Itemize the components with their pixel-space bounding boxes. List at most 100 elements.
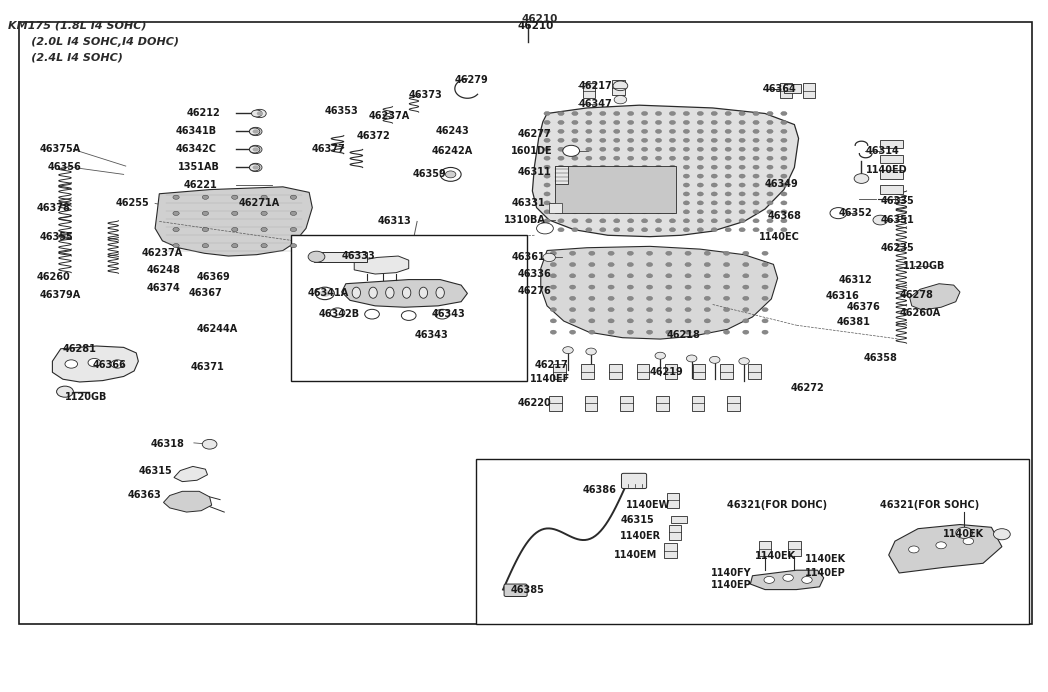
Circle shape bbox=[670, 165, 676, 170]
Circle shape bbox=[739, 147, 745, 152]
Bar bbox=[612, 80, 625, 95]
Circle shape bbox=[613, 156, 619, 161]
Circle shape bbox=[572, 156, 578, 161]
Circle shape bbox=[655, 111, 661, 116]
Circle shape bbox=[752, 129, 759, 134]
Circle shape bbox=[781, 147, 787, 152]
Circle shape bbox=[628, 174, 634, 178]
Circle shape bbox=[628, 120, 634, 125]
Circle shape bbox=[665, 307, 672, 311]
Circle shape bbox=[249, 128, 260, 135]
Circle shape bbox=[586, 210, 592, 214]
Text: 1140EK: 1140EK bbox=[943, 529, 984, 539]
Circle shape bbox=[739, 138, 745, 143]
Bar bbox=[895, 197, 899, 202]
Text: 46244A: 46244A bbox=[197, 325, 238, 334]
Bar bbox=[549, 396, 562, 411]
Text: 46311: 46311 bbox=[518, 167, 551, 176]
Circle shape bbox=[723, 296, 729, 300]
Circle shape bbox=[613, 210, 619, 214]
Ellipse shape bbox=[436, 287, 444, 298]
Circle shape bbox=[249, 164, 260, 171]
Circle shape bbox=[537, 223, 553, 234]
Circle shape bbox=[627, 330, 633, 334]
Circle shape bbox=[613, 111, 619, 116]
Text: 46219: 46219 bbox=[650, 367, 683, 377]
Text: 46217: 46217 bbox=[534, 361, 568, 370]
Text: (2.4L I4 SOHC): (2.4L I4 SOHC) bbox=[8, 53, 124, 62]
Circle shape bbox=[440, 167, 461, 181]
Text: 46342C: 46342C bbox=[176, 145, 217, 154]
Circle shape bbox=[655, 201, 661, 205]
Circle shape bbox=[781, 201, 787, 205]
Polygon shape bbox=[342, 280, 467, 307]
Bar bbox=[671, 516, 687, 523]
Bar bbox=[788, 541, 801, 556]
Text: 46260A: 46260A bbox=[899, 308, 940, 318]
Text: 1140EP: 1140EP bbox=[711, 581, 751, 590]
Circle shape bbox=[704, 307, 711, 311]
Circle shape bbox=[767, 192, 773, 196]
Circle shape bbox=[365, 309, 379, 319]
FancyBboxPatch shape bbox=[621, 473, 647, 489]
Circle shape bbox=[655, 129, 661, 134]
Circle shape bbox=[572, 174, 578, 178]
Text: 46351: 46351 bbox=[880, 215, 914, 225]
Circle shape bbox=[725, 210, 732, 214]
Circle shape bbox=[608, 307, 614, 311]
Circle shape bbox=[665, 319, 672, 323]
Circle shape bbox=[550, 330, 556, 334]
Circle shape bbox=[762, 262, 768, 266]
Circle shape bbox=[739, 156, 745, 161]
Circle shape bbox=[608, 285, 614, 289]
Bar bbox=[880, 170, 903, 179]
Circle shape bbox=[665, 285, 672, 289]
Bar bbox=[582, 364, 594, 379]
Text: 46379A: 46379A bbox=[40, 290, 81, 300]
Circle shape bbox=[544, 174, 550, 178]
Circle shape bbox=[572, 201, 578, 205]
Text: 46358: 46358 bbox=[864, 354, 897, 363]
Circle shape bbox=[569, 274, 575, 278]
Circle shape bbox=[641, 165, 648, 170]
Circle shape bbox=[752, 156, 759, 161]
Circle shape bbox=[712, 165, 718, 170]
Circle shape bbox=[586, 228, 592, 232]
Circle shape bbox=[767, 165, 773, 170]
Circle shape bbox=[739, 165, 745, 170]
Circle shape bbox=[697, 129, 703, 134]
Circle shape bbox=[572, 228, 578, 232]
Circle shape bbox=[752, 183, 759, 187]
Circle shape bbox=[572, 120, 578, 125]
Circle shape bbox=[572, 111, 578, 116]
Circle shape bbox=[712, 129, 718, 134]
Circle shape bbox=[627, 262, 633, 266]
Bar bbox=[803, 83, 815, 98]
Text: 46361: 46361 bbox=[511, 253, 545, 262]
Circle shape bbox=[712, 183, 718, 187]
Circle shape bbox=[697, 111, 703, 116]
Circle shape bbox=[613, 183, 619, 187]
Circle shape bbox=[752, 201, 759, 205]
Circle shape bbox=[586, 156, 592, 161]
Circle shape bbox=[599, 120, 606, 125]
Circle shape bbox=[655, 138, 661, 143]
Text: 46221: 46221 bbox=[183, 181, 217, 190]
Bar bbox=[784, 84, 801, 93]
Circle shape bbox=[712, 174, 718, 178]
Bar bbox=[664, 543, 677, 558]
Circle shape bbox=[544, 183, 550, 187]
Bar bbox=[555, 166, 676, 213]
Circle shape bbox=[670, 210, 676, 214]
Circle shape bbox=[586, 201, 592, 205]
Text: 46271A: 46271A bbox=[239, 199, 280, 208]
Circle shape bbox=[781, 183, 787, 187]
Circle shape bbox=[550, 251, 556, 255]
Circle shape bbox=[308, 251, 325, 262]
Circle shape bbox=[589, 285, 595, 289]
Circle shape bbox=[647, 296, 653, 300]
Circle shape bbox=[725, 228, 732, 232]
Circle shape bbox=[739, 358, 749, 365]
Circle shape bbox=[781, 165, 787, 170]
Circle shape bbox=[685, 319, 692, 323]
